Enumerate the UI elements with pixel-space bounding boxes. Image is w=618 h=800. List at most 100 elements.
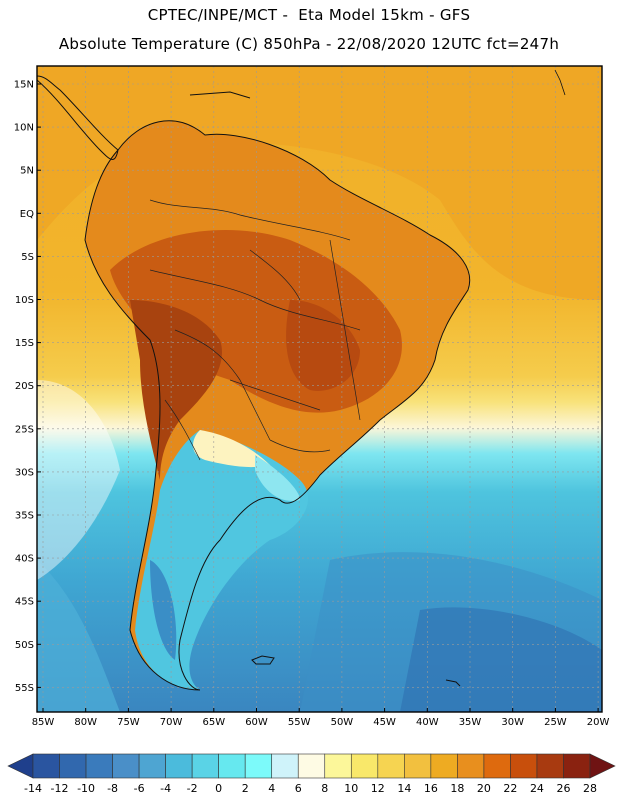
- colorbar-label: 18: [450, 782, 464, 795]
- colorbar-label: -4: [160, 782, 171, 795]
- colorbar-bin: [483, 753, 511, 779]
- caribbean-coastline: [189, 91, 251, 99]
- colorbar-label: 0: [215, 782, 222, 795]
- colorbar-bin: [430, 753, 458, 779]
- uruguay-cool-patch: [255, 455, 300, 501]
- colorbar-label: 2: [242, 782, 249, 795]
- lon-label: 50W: [331, 717, 354, 728]
- lon-label: 40W: [416, 717, 439, 728]
- colorbar-label: 12: [371, 782, 385, 795]
- pacific-cool-patch: [37, 560, 120, 712]
- lon-label: 75W: [117, 717, 140, 728]
- colorbar-bin: [297, 753, 326, 779]
- colorbar-label: 20: [477, 782, 491, 795]
- colorbar-bin: [377, 753, 405, 779]
- cool-south-field: [135, 430, 309, 690]
- lon-label: 60W: [245, 717, 268, 728]
- hot-central-brazil: [286, 300, 360, 391]
- colorbar-bin: [324, 753, 352, 779]
- transition-band: [193, 430, 270, 468]
- lat-label: 50S: [15, 640, 34, 651]
- title-line-2: Absolute Temperature (C) 850hPa - 22/08/…: [58, 35, 560, 53]
- latlon-grid: [37, 66, 602, 712]
- lon-label: 20W: [587, 717, 610, 728]
- lat-label: 20S: [15, 381, 34, 392]
- lon-label: 45W: [373, 717, 396, 728]
- lat-label: 45S: [15, 597, 34, 608]
- colorbar-arrow-low: [7, 753, 34, 779]
- colorbar-bin: [350, 753, 379, 779]
- country-borders: [149, 199, 361, 461]
- colorbar-bin: [244, 753, 273, 779]
- lat-label: 30S: [15, 467, 34, 478]
- lat-label: 5S: [21, 252, 34, 263]
- longitude-labels: 85W 80W 75W 70W 65W 60W 55W 50W 45W 40W 35W 30W 25W 2…: [32, 708, 610, 728]
- colorbar-label: -14: [24, 782, 42, 795]
- colorbar-label: -8: [107, 782, 118, 795]
- colorbar-label: 16: [424, 782, 438, 795]
- colorbar-bin: [563, 753, 591, 779]
- colorbar-label: 22: [503, 782, 517, 795]
- lon-label: 65W: [202, 717, 225, 728]
- colorbar-label: -6: [134, 782, 145, 795]
- colorbar-bin: [112, 753, 140, 779]
- lat-label: 25S: [15, 424, 34, 435]
- colorbar-label: 26: [556, 782, 570, 795]
- lat-label: 55S: [15, 683, 34, 694]
- colorbar-bin: [271, 753, 299, 779]
- colorbar-label: 10: [344, 782, 358, 795]
- lat-label: 15S: [15, 338, 34, 349]
- colorbar-label: 8: [321, 782, 328, 795]
- colorbar-bin: [165, 753, 193, 779]
- title-line-1: CPTEC/INPE/MCT - Eta Model 15km - GFS: [147, 6, 471, 24]
- lon-label: 70W: [160, 717, 183, 728]
- colorbar-label: 28: [583, 782, 597, 795]
- lat-label: 10S: [15, 295, 34, 306]
- colorbar-label: 14: [397, 782, 411, 795]
- colorbar-bin: [536, 753, 564, 779]
- colorbar-label: 24: [530, 782, 544, 795]
- colorbar-label: -10: [77, 782, 95, 795]
- lon-label: 30W: [501, 717, 524, 728]
- colder-ocean-patch: [400, 607, 602, 712]
- lon-label: 85W: [32, 717, 55, 728]
- field-layer: [37, 66, 602, 712]
- colorbar-bin: [218, 753, 246, 779]
- colorbar-bin: [191, 753, 219, 779]
- colorbar-bin: [32, 753, 60, 779]
- lon-label: 80W: [74, 717, 97, 728]
- colorbar-bin: [457, 753, 485, 779]
- colorbar-bin: [510, 753, 538, 779]
- colorbar-bin: [85, 753, 113, 779]
- pacific-pale-band: [37, 380, 120, 580]
- colorbar-bin: [404, 753, 432, 779]
- lat-label: 40S: [15, 554, 34, 565]
- lon-label: 25W: [544, 717, 567, 728]
- map-frame: [36, 65, 603, 713]
- lon-label: 35W: [459, 717, 482, 728]
- colorbar-label: 6: [295, 782, 302, 795]
- lat-label: EQ: [20, 209, 34, 220]
- lat-label: 15N: [14, 80, 34, 91]
- patagonia-cold-patch: [150, 560, 177, 660]
- coastline-layer: [37, 69, 566, 691]
- continent-coastline: [84, 120, 471, 691]
- colorbar-arrow-high: [589, 753, 616, 779]
- south-georgia-coastline: [445, 679, 461, 687]
- hottest-andes-field: [130, 300, 222, 480]
- colorbar-bin: [59, 753, 87, 779]
- lat-label: 35S: [15, 511, 34, 522]
- colorbar: -14 -12 -10 -8 -6 -4 -2 0 2 4 6 8 10 12 14 16 18 20 22 24 26…: [7, 753, 616, 795]
- colorbar-label: -12: [51, 782, 69, 795]
- colorbar-bin: [138, 753, 166, 779]
- colorbar-label: 4: [268, 782, 275, 795]
- antilles-coastline: [554, 69, 566, 96]
- lon-label: 55W: [288, 717, 311, 728]
- colorbar-label: -2: [187, 782, 198, 795]
- falklands-coastline: [251, 655, 275, 665]
- lat-label: 10N: [14, 123, 34, 134]
- lat-label: 5N: [20, 166, 34, 177]
- central-america-coastline: [37, 75, 119, 160]
- latitude-labels: 15N 10N 5N EQ 5S 10S 15S 20S 25S 30S 35S 40S 45S 50S 5…: [14, 80, 41, 694]
